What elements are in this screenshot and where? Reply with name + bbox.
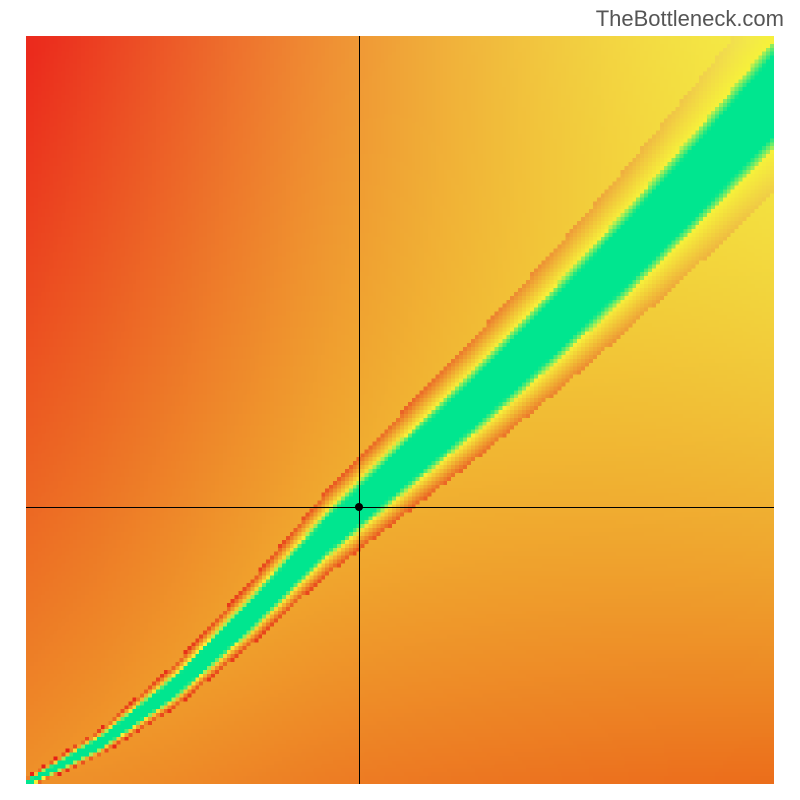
- heatmap-canvas: [26, 36, 774, 784]
- watermark-text: TheBottleneck.com: [596, 6, 784, 32]
- crosshair-horizontal: [26, 507, 774, 508]
- plot-outer-frame: [20, 30, 780, 790]
- plot-area: [26, 36, 774, 784]
- crosshair-vertical: [359, 36, 360, 784]
- crosshair-marker-dot: [355, 503, 363, 511]
